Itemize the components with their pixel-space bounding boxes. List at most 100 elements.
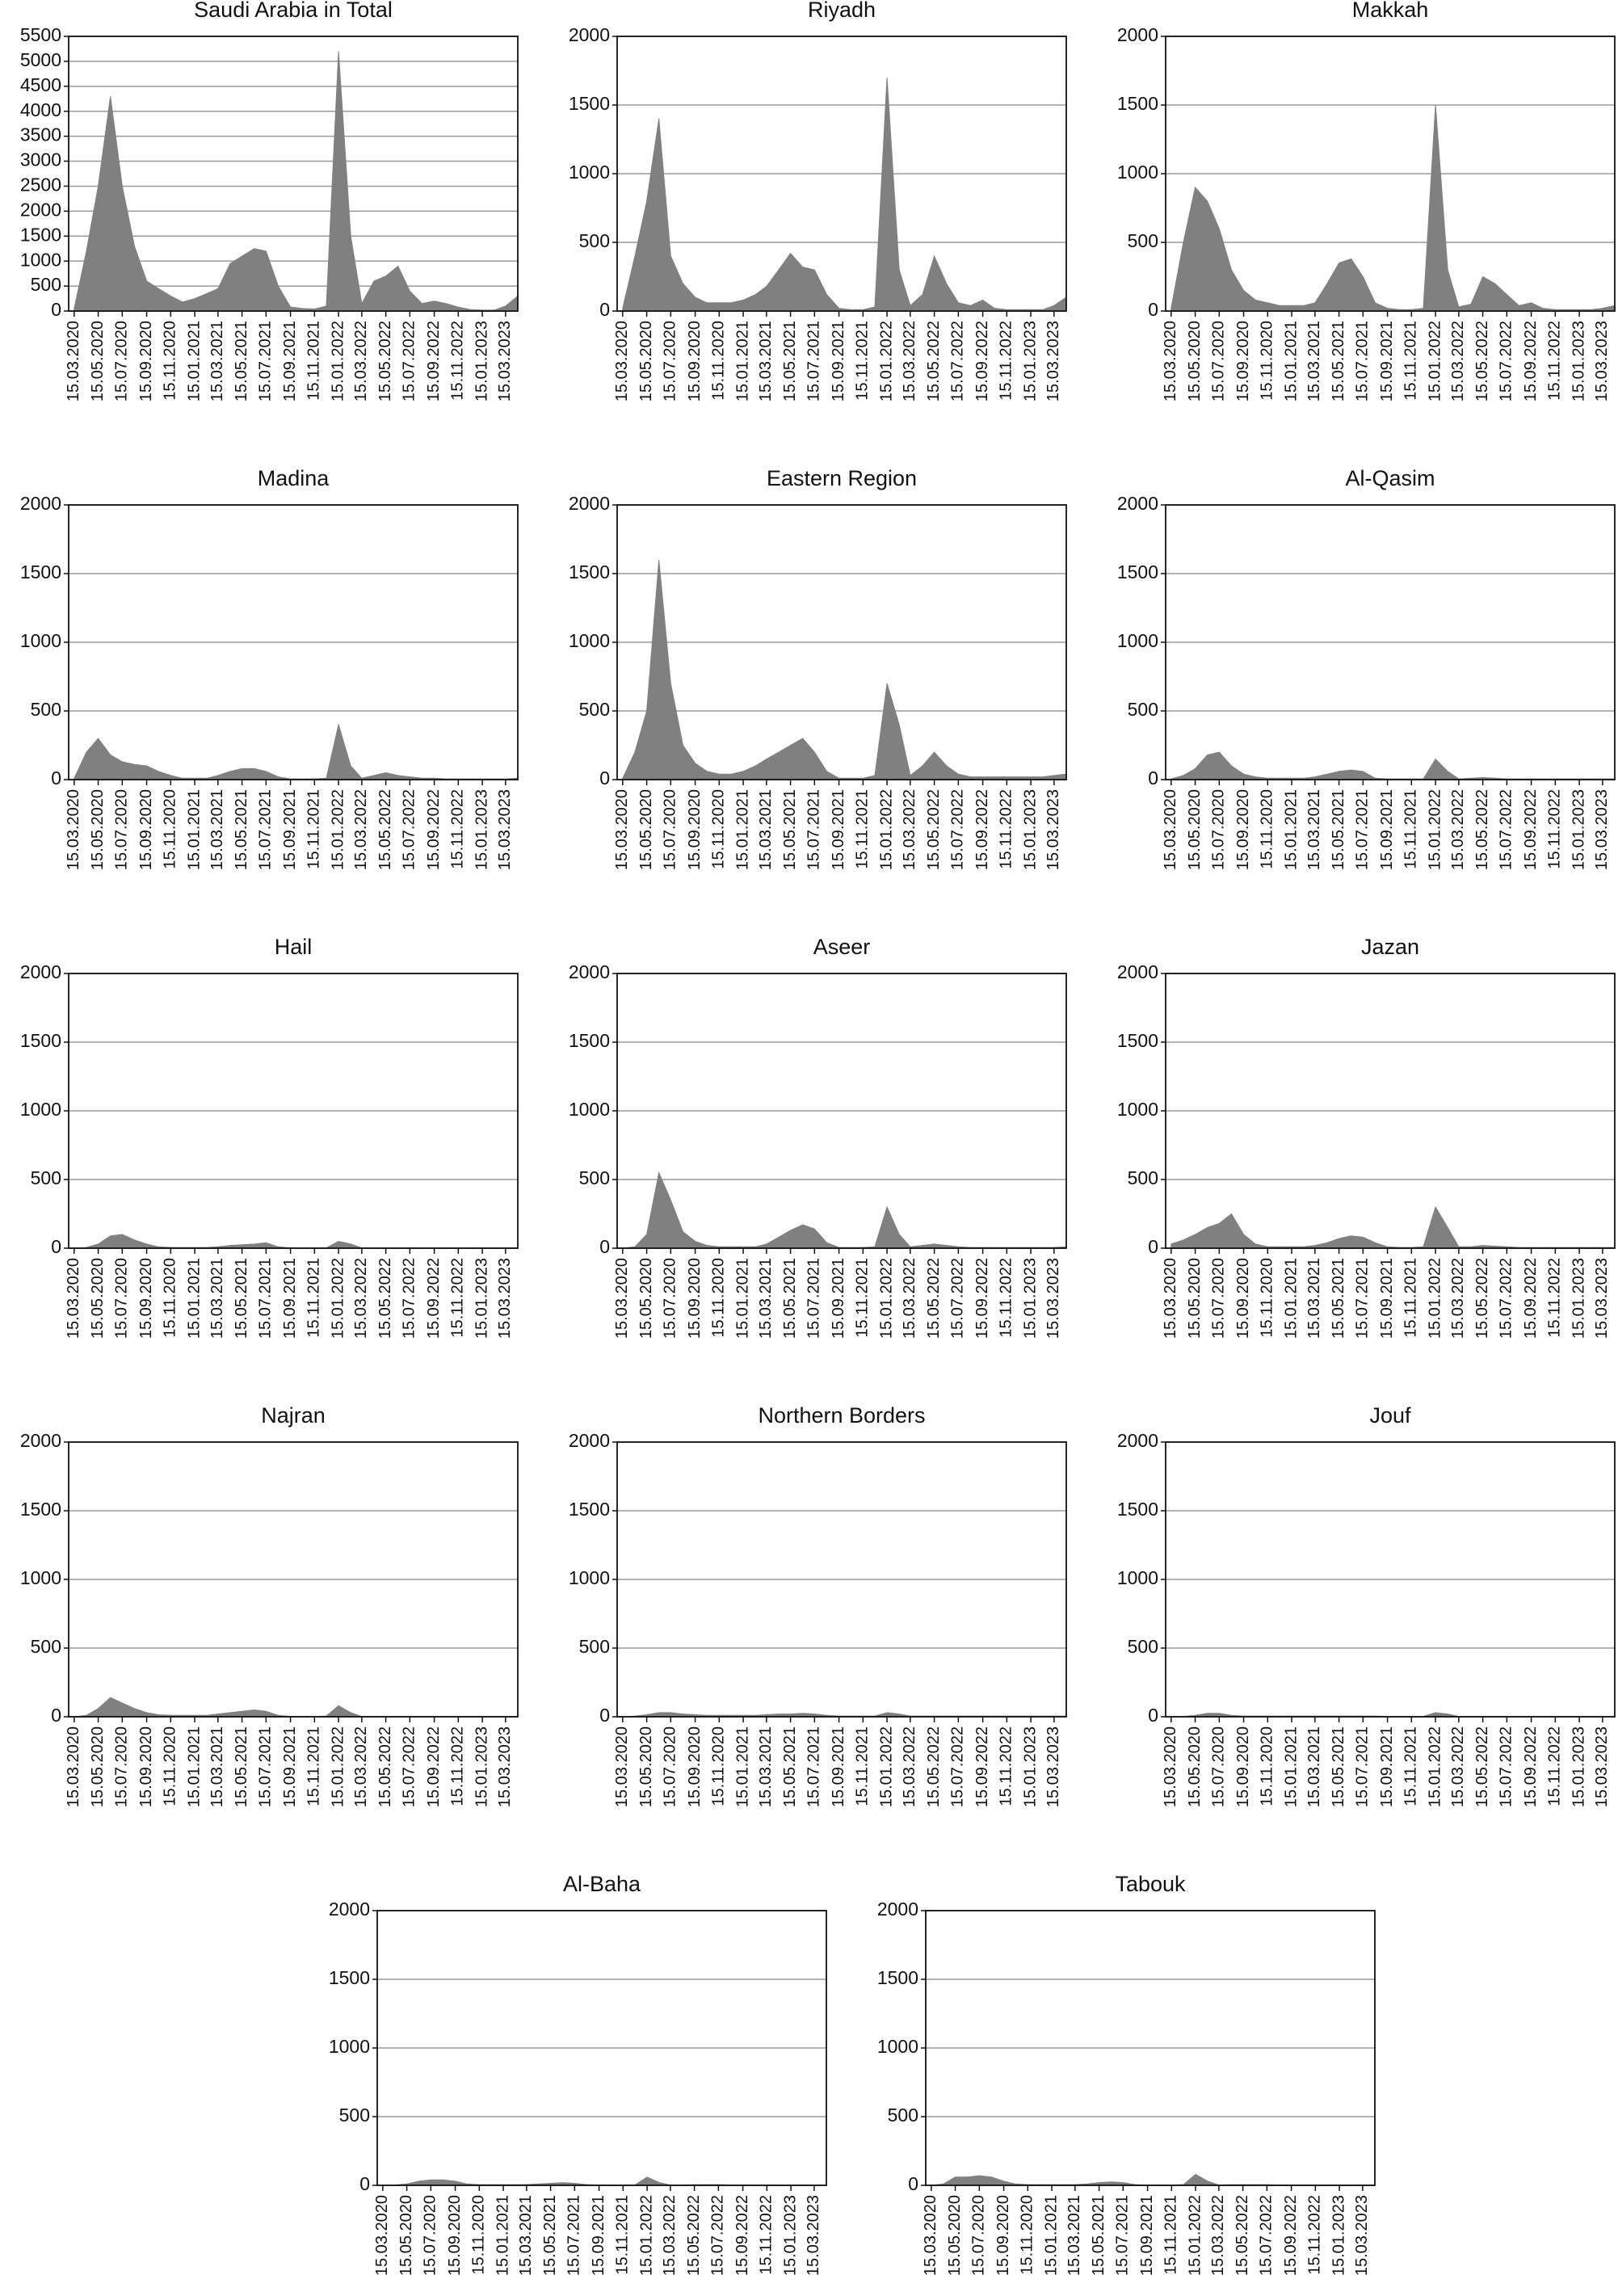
subplot: Northern Borders 0 500 1000 1500 2000 15.03.20… [569, 1403, 1067, 1807]
x-tick-label: 15.01.2023 [1021, 1726, 1039, 1807]
x-tick-label: 15.05.2022 [376, 1258, 394, 1339]
x-tick-label: 15.11.2022 [1546, 1258, 1564, 1338]
x-tick-label: 15.07.2020 [113, 789, 131, 870]
y-tick-label: 2000 [569, 493, 610, 514]
x-tick-label: 15.11.2021 [854, 321, 872, 401]
x-tick-label: 15.03.2022 [352, 789, 370, 870]
x-tick-label: 15.09.2020 [686, 1258, 704, 1339]
y-tick-label: 0 [51, 767, 61, 788]
x-tick-label: 15.01.2021 [1282, 789, 1300, 870]
x-tick-label: 15.11.2020 [710, 321, 728, 401]
subplot: Aseer 0 500 1000 1500 2000 15.03.2020 15.05.202… [569, 935, 1067, 1339]
y-tick-label: 500 [31, 274, 61, 295]
x-tick-label: 15.01.2022 [1426, 1258, 1444, 1339]
x-tick-label: 15.11.2021 [305, 1258, 323, 1338]
y-tick-label: 0 [51, 1705, 61, 1726]
x-tick-label: 15.03.2022 [1449, 1726, 1467, 1807]
x-tick-label: 15.01.2021 [185, 1258, 203, 1339]
y-tick-label: 0 [1148, 1236, 1158, 1257]
x-tick-label: 15.05.2022 [1233, 2195, 1251, 2276]
x-tick-label: 15.01.2022 [877, 789, 895, 870]
x-tick-label: 15.09.2021 [1378, 1258, 1396, 1339]
x-tick-label: 15.07.2020 [422, 2195, 439, 2276]
x-tick-label: 15.03.2021 [1305, 1726, 1323, 1807]
x-tick-label: 15.03.2021 [757, 1258, 775, 1339]
x-tick-label: 15.07.2022 [949, 1258, 967, 1339]
plot-frame [1165, 1441, 1616, 1718]
x-tick-label: 15.07.2022 [1498, 321, 1515, 402]
x-tick-label: 15.05.2021 [781, 789, 799, 870]
y-tick-label: 0 [908, 2173, 918, 2194]
x-tick-label: 15.01.2022 [877, 321, 895, 402]
x-tick-label: 15.07.2020 [1210, 1258, 1228, 1339]
chart-title: Saudi Arabia in Total [194, 0, 393, 22]
y-tick-label: 500 [31, 1167, 61, 1188]
chart-title: Najran [261, 1403, 326, 1428]
x-tick-label: 15.05.2022 [685, 2195, 703, 2276]
x-tick-label: 15.03.2020 [65, 321, 82, 402]
y-tick-label: 1000 [569, 630, 610, 651]
x-tick-label: 15.09.2022 [425, 1258, 443, 1339]
x-tick-label: 15.09.2021 [281, 1258, 299, 1339]
y-tick-label: 1500 [20, 1499, 61, 1520]
x-tick-label: 15.09.2022 [973, 789, 991, 870]
chart-title: Madina [258, 466, 330, 490]
x-tick-label: 15.05.2020 [946, 2195, 964, 2276]
x-tick-label: 15.11.2022 [1546, 1726, 1564, 1806]
y-tick-label: 500 [579, 1636, 610, 1657]
x-tick-label: 15.11.2021 [1402, 789, 1420, 869]
subplot: Al-Qasim 0 500 1000 1500 2000 15.03.2020 15.05.… [1117, 466, 1616, 870]
y-tick-label: 500 [1128, 699, 1158, 720]
x-tick-label: 15.07.2022 [709, 2195, 727, 2276]
x-tick-label: 15.11.2021 [305, 321, 323, 401]
x-tick-label: 15.01.2021 [185, 321, 203, 402]
subplot: Hail 0 500 1000 1500 2000 15.03.2020 15.05.2020… [20, 935, 519, 1339]
x-tick-label: 15.01.2022 [329, 1726, 347, 1807]
plot-frame [1165, 504, 1616, 780]
x-tick-label: 15.09.2020 [137, 1258, 155, 1339]
plot-frame [616, 1441, 1067, 1718]
y-tick-label: 1000 [20, 630, 61, 651]
plot-frame [68, 973, 519, 1249]
x-tick-label: 15.07.2021 [1354, 1258, 1372, 1339]
x-tick-label: 15.03.2021 [1305, 1258, 1323, 1339]
x-tick-label: 15.07.2020 [662, 789, 679, 870]
x-tick-label: 15.03.2020 [613, 1258, 631, 1339]
y-tick-label: 500 [31, 1636, 61, 1657]
x-tick-label: 15.03.2021 [757, 321, 775, 402]
x-tick-label: 15.07.2020 [662, 321, 679, 402]
chart-title: Aseer [813, 935, 871, 959]
x-tick-label: 15.01.2023 [1021, 1258, 1039, 1339]
x-tick-label: 15.11.2020 [1259, 1258, 1276, 1338]
x-tick-label: 15.09.2020 [137, 321, 155, 402]
y-tick-label: 0 [599, 299, 610, 320]
x-tick-label: 15.09.2021 [281, 321, 299, 402]
y-tick-label: 1000 [1117, 630, 1158, 651]
x-tick-label: 15.09.2020 [686, 321, 704, 402]
x-tick-label: 15.07.2021 [805, 1258, 823, 1339]
x-tick-label: 15.03.2022 [661, 2195, 679, 2276]
x-tick-label: 15.03.2023 [496, 789, 514, 870]
x-tick-label: 15.05.2021 [781, 321, 799, 402]
x-tick-label: 15.03.2020 [922, 2195, 939, 2276]
y-tick-label: 2000 [569, 1430, 610, 1451]
x-tick-label: 15.01.2023 [473, 321, 490, 402]
x-tick-label: 15.07.2022 [1258, 2195, 1275, 2276]
y-tick-label: 1000 [1117, 1099, 1158, 1120]
x-tick-label: 15.11.2020 [162, 1258, 179, 1338]
x-tick-label: 15.03.2020 [1162, 789, 1179, 870]
x-tick-label: 15.07.2020 [662, 1726, 679, 1807]
x-tick-label: 15.07.2021 [257, 1726, 275, 1807]
x-tick-label: 15.01.2021 [733, 789, 751, 870]
x-tick-label: 15.09.2022 [973, 1258, 991, 1339]
area [622, 1171, 1067, 1249]
x-tick-label: 15.01.2023 [1021, 321, 1039, 402]
x-tick-label: 15.01.2022 [1426, 1726, 1444, 1807]
x-tick-label: 15.09.2020 [1234, 789, 1252, 870]
x-tick-label: 15.11.2022 [758, 2195, 775, 2275]
x-tick-label: 15.05.2020 [1186, 789, 1204, 870]
y-tick-label: 1000 [569, 162, 610, 183]
x-tick-label: 15.07.2020 [970, 2195, 988, 2276]
x-tick-label: 15.03.2022 [901, 321, 918, 402]
y-tick-label: 500 [1128, 230, 1158, 251]
